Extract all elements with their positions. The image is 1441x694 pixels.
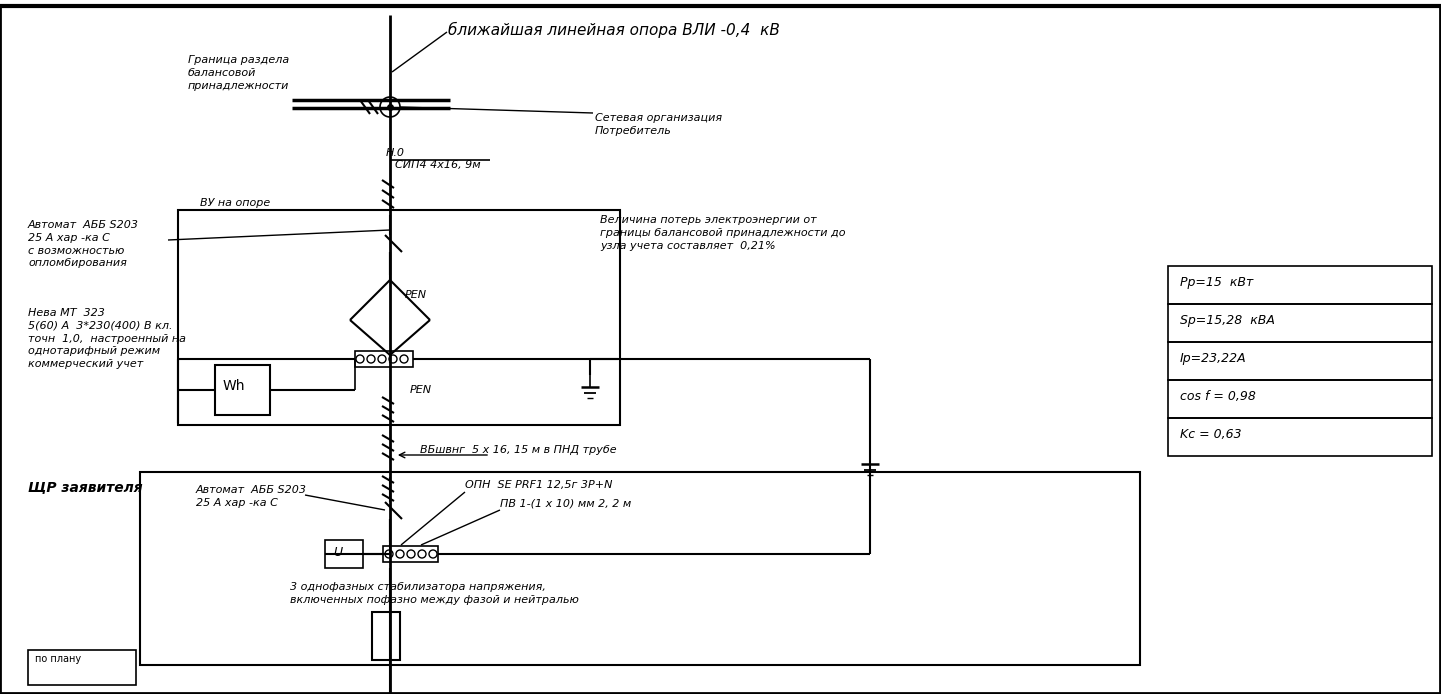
Text: ОПН  SE PRF1 12,5г 3P+N: ОПН SE PRF1 12,5г 3P+N — [465, 480, 612, 490]
Bar — [354, 351, 414, 367]
Text: ближайшая линейная опора ВЛИ -0,4  кВ: ближайшая линейная опора ВЛИ -0,4 кВ — [448, 22, 780, 38]
Text: ЩР заявителя: ЩР заявителя — [27, 480, 143, 494]
Text: Автомат  АББ S203
25 А хар -ка C
с возможностью
опломбирования: Автомат АББ S203 25 А хар -ка C с возмож… — [27, 220, 138, 269]
Bar — [326, 540, 363, 568]
Text: Нева МТ  323
5(60) А  3*230(400) В кл.
точн  1,0,  настроенный на
однотарифный р: Нева МТ 323 5(60) А 3*230(400) В кл. точ… — [27, 308, 186, 369]
Text: Н.0: Н.0 — [386, 148, 405, 158]
Text: Pp=15  кВт: Pp=15 кВт — [1180, 276, 1254, 289]
Text: СИП4 4x16, 9м: СИП4 4x16, 9м — [395, 160, 481, 170]
Bar — [27, 650, 135, 685]
Text: Сетевая организация
Потребитель: Сетевая организация Потребитель — [595, 113, 722, 136]
Text: cos f = 0,98: cos f = 0,98 — [1180, 390, 1257, 403]
Text: U: U — [333, 546, 342, 559]
Bar — [372, 612, 401, 660]
Bar — [1169, 304, 1432, 342]
Text: Граница раздела
балансовой
принадлежности: Граница раздела балансовой принадлежност… — [187, 55, 290, 91]
Text: ПВ 1-(1 x 10) мм 2, 2 м: ПВ 1-(1 x 10) мм 2, 2 м — [500, 498, 631, 508]
Text: ВУ на опоре: ВУ на опоре — [200, 198, 271, 208]
Text: Автомат  АББ S203
25 А хар -ка C: Автомат АББ S203 25 А хар -ка C — [196, 485, 307, 508]
Bar — [1169, 418, 1432, 456]
Bar — [179, 210, 620, 425]
Text: 3 однофазных стабилизатора напряжения,
включенных пофазно между фазой и нейтраль: 3 однофазных стабилизатора напряжения, в… — [290, 582, 579, 604]
Text: Kc = 0,63: Kc = 0,63 — [1180, 428, 1242, 441]
Bar — [1169, 380, 1432, 418]
Text: Ip=23,22A: Ip=23,22A — [1180, 352, 1246, 365]
Text: Wh: Wh — [223, 379, 245, 393]
Bar — [1169, 266, 1432, 304]
Bar — [215, 365, 269, 415]
Text: Величина потерь электроэнергии от
границы балансовой принадлежности до
узла учет: Величина потерь электроэнергии от границ… — [599, 215, 846, 251]
Bar — [1169, 342, 1432, 380]
Bar — [383, 546, 438, 562]
Bar — [140, 472, 1140, 665]
Text: Sp=15,28  кВА: Sp=15,28 кВА — [1180, 314, 1275, 327]
Text: PEN: PEN — [411, 385, 432, 395]
Text: по плану: по плану — [35, 654, 81, 664]
Text: PEN: PEN — [405, 290, 427, 300]
Text: ВБшвнг  5 x 16, 15 м в ПНД трубе: ВБшвнг 5 x 16, 15 м в ПНД трубе — [419, 445, 617, 455]
